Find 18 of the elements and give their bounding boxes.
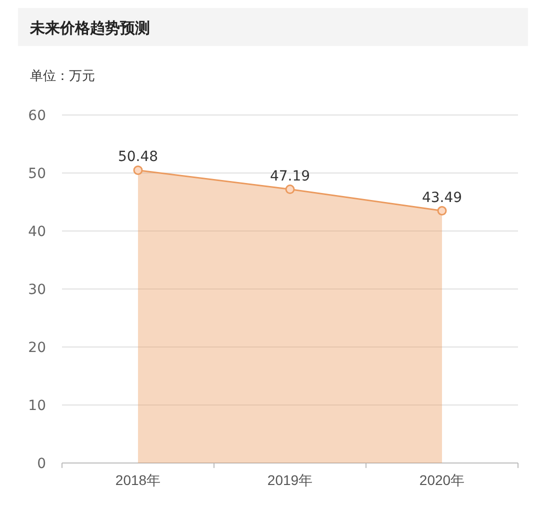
chart-title: 未来价格趋势预测 bbox=[29, 20, 150, 37]
point bbox=[437, 206, 447, 216]
data-label: 50.48 bbox=[118, 149, 158, 166]
y-tick-label: 10 bbox=[28, 398, 46, 414]
x-tick-label: 2020年 bbox=[419, 472, 465, 488]
y-tick-label: 60 bbox=[28, 108, 46, 124]
y-tick-label: 30 bbox=[28, 282, 46, 298]
data-label: 43.49 bbox=[422, 190, 462, 206]
x-tick-label: 2018年 bbox=[115, 472, 161, 488]
point bbox=[133, 165, 143, 175]
x-tick-label: 2019年 bbox=[267, 472, 313, 488]
y-tick-label: 0 bbox=[37, 456, 46, 472]
data-label: 47.19 bbox=[270, 168, 310, 184]
point bbox=[285, 184, 295, 194]
y-tick-label: 20 bbox=[28, 340, 46, 356]
y-axis-title: 单位：万元 bbox=[30, 68, 95, 83]
y-tick-label: 50 bbox=[28, 166, 46, 182]
y-tick-label: 40 bbox=[28, 224, 46, 240]
